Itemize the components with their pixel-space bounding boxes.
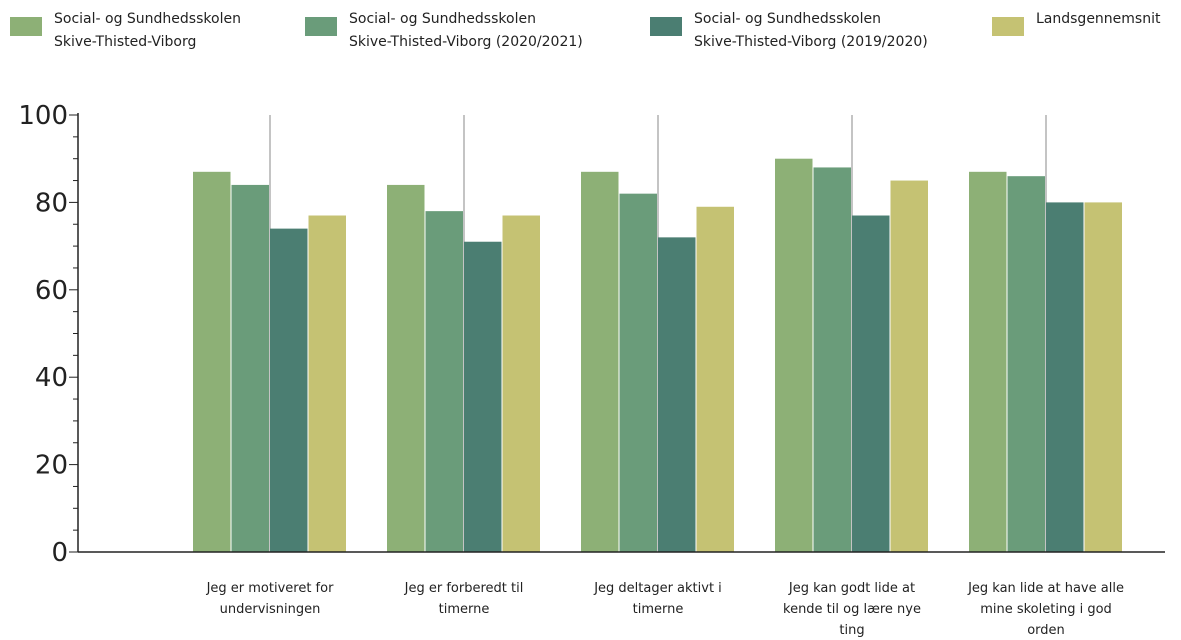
x-tick-label: undervisningen (220, 602, 321, 617)
y-tick-label: 60 (35, 276, 68, 306)
y-tick-label: 100 (18, 101, 68, 131)
x-tick-label: Jeg deltager aktivt i (593, 581, 722, 596)
legend-item: Landsgennemsnit (992, 11, 1161, 36)
x-tick-label: mine skoleting i god (980, 602, 1112, 617)
bar (270, 228, 308, 552)
y-tick-label: 0 (51, 538, 68, 568)
bar (619, 193, 657, 552)
bar (502, 215, 540, 552)
bar (1007, 176, 1045, 552)
bar (852, 215, 890, 552)
bar (464, 241, 502, 553)
legend-swatch (10, 17, 42, 36)
legend-swatch (992, 17, 1024, 36)
legend-item: Social- og Sundhedsskolen Skive-Thisted-V… (650, 11, 928, 50)
bar (1084, 202, 1122, 552)
bar (387, 184, 425, 553)
legend-label: Landsgennemsnit (1036, 11, 1161, 27)
x-tick-label: Jeg er forberedt til (404, 581, 524, 596)
bar (1046, 202, 1084, 552)
y-tick-label: 80 (35, 188, 68, 218)
y-tick-label: 20 (35, 451, 68, 481)
x-tick-label: kende til og lære nye (783, 602, 921, 617)
bars (193, 158, 1122, 553)
legend-label: Social- og Sundhedsskolen (349, 11, 536, 27)
bar (231, 184, 269, 553)
legend-label: Skive-Thisted-Viborg (2020/2021) (349, 34, 583, 50)
x-tick-label: timerne (439, 602, 490, 617)
legend-item: Social- og Sundhedsskolen Skive-Thisted-V… (305, 11, 583, 50)
bar (425, 211, 463, 552)
legend: Social- og Sundhedsskolen Skive-Thisted-V… (10, 11, 1161, 50)
legend-label: Skive-Thisted-Viborg (54, 34, 196, 50)
x-tick-label: Jeg kan godt lide at (788, 581, 915, 596)
x-tick-label: orden (1027, 623, 1065, 638)
y-tick-labels: 0 20 40 60 80 100 (18, 101, 68, 568)
legend-swatch (305, 17, 337, 36)
x-tick-labels: Jeg er motiveret for undervisningen Jeg er… (206, 581, 1124, 638)
x-tick-label: timerne (633, 602, 684, 617)
bar (813, 167, 851, 552)
x-tick-label: Jeg kan lide at have alle (967, 581, 1124, 596)
bar (658, 237, 696, 553)
x-tick-label: ting (839, 623, 864, 638)
legend-item: Social- og Sundhedsskolen Skive-Thisted-V… (10, 11, 241, 50)
x-tick-label: Jeg er motiveret for (206, 581, 335, 596)
legend-swatch (650, 17, 682, 36)
legend-label: Social- og Sundhedsskolen (694, 11, 881, 27)
legend-label: Skive-Thisted-Viborg (2019/2020) (694, 34, 928, 50)
bar (775, 158, 813, 552)
legend-label: Social- og Sundhedsskolen (54, 11, 241, 27)
bar (581, 171, 619, 552)
bar (969, 171, 1007, 552)
y-tick-label: 40 (35, 363, 68, 393)
bar (890, 180, 928, 553)
axes (69, 113, 1165, 553)
bar (696, 206, 734, 552)
bar (308, 215, 346, 552)
bar (193, 171, 231, 552)
